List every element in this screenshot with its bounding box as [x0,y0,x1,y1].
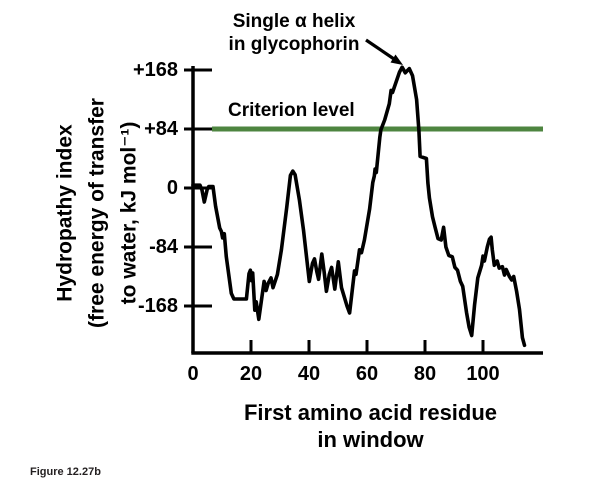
x-axis-title-line1: First amino acid residue [243,400,498,425]
x-tick-label: 80 [413,363,437,385]
criterion-level-label: Criterion level [228,100,355,121]
y-tick-label: +84 [144,118,178,140]
annotation-arrow-shaft [365,38,395,61]
y-tick-label: -84 [149,236,178,258]
annotation-line1: Single α helix [232,11,356,32]
x-axis-title: First amino acid residue in window [238,399,503,453]
x-tick-label: 0 [187,363,199,385]
annotation-arrow-head [390,54,403,65]
annotation-line2: in glycophorin [228,34,360,55]
y-axis-title-line1: Hydropathy index [53,124,77,302]
x-tick-label: 100 [466,363,500,385]
annotation-single-alpha-helix: Single α helix in glycophorin [210,10,378,56]
x-tick-label: 60 [355,363,379,385]
x-tick-label: 40 [297,363,321,385]
y-tick-label: 0 [166,177,178,199]
figure-caption: Figure 12.27b [30,466,101,478]
y-tick-label: -168 [137,295,178,317]
x-axis-title-line2: in window [317,427,424,452]
y-tick-label: +168 [132,59,178,81]
x-tick-label: 20 [239,363,263,385]
hydropathy-curve [191,65,527,348]
